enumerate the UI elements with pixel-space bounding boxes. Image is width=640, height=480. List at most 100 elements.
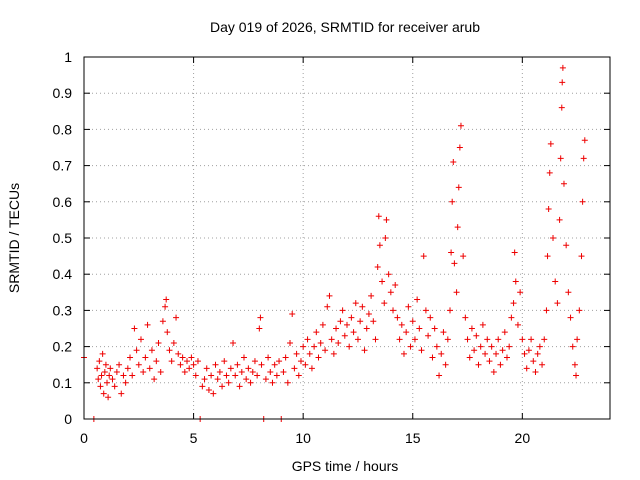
data-point xyxy=(580,155,587,162)
data-point xyxy=(486,358,493,365)
data-point xyxy=(477,343,484,350)
data-point xyxy=(563,242,570,249)
data-point xyxy=(100,390,107,397)
data-point xyxy=(219,383,226,390)
y-tick-label: 0.3 xyxy=(53,302,73,318)
data-point xyxy=(216,368,223,375)
data-point xyxy=(578,253,585,260)
data-point xyxy=(559,79,566,86)
data-point xyxy=(137,336,144,343)
data-point xyxy=(295,372,302,379)
data-point xyxy=(225,379,232,386)
data-point xyxy=(223,372,230,379)
data-point xyxy=(221,358,228,365)
data-point xyxy=(454,224,461,231)
data-point xyxy=(427,314,434,321)
data-point xyxy=(471,347,478,354)
data-point xyxy=(544,253,551,260)
data-point xyxy=(552,278,559,285)
data-point xyxy=(333,325,340,332)
data-point xyxy=(212,361,219,368)
data-point xyxy=(511,249,518,256)
data-point xyxy=(311,343,318,350)
data-point xyxy=(450,158,457,165)
data-point xyxy=(186,365,193,372)
data-point xyxy=(449,198,456,205)
data-point xyxy=(433,343,440,350)
data-point xyxy=(495,336,502,343)
data-point xyxy=(525,347,532,354)
data-point xyxy=(236,383,243,390)
data-point xyxy=(146,365,153,372)
data-point xyxy=(131,325,138,332)
data-point xyxy=(164,329,171,336)
data-point xyxy=(372,336,379,343)
data-point xyxy=(475,361,482,368)
data-point xyxy=(493,350,500,357)
data-point xyxy=(398,321,405,328)
data-point xyxy=(280,368,287,375)
data-point xyxy=(214,376,221,383)
data-point xyxy=(448,249,455,256)
data-point xyxy=(300,343,307,350)
data-point xyxy=(546,169,553,176)
data-point xyxy=(249,368,256,375)
data-point xyxy=(140,368,147,375)
data-point xyxy=(175,350,182,357)
data-point xyxy=(240,354,247,361)
data-point xyxy=(346,343,353,350)
y-axis-ticks: 0 0.1 0.2 0.3 0.4 0.5 0.6 0.7 0.8 0.9 1 xyxy=(53,49,610,427)
data-point xyxy=(205,387,212,394)
data-point xyxy=(385,271,392,278)
data-point xyxy=(350,329,357,336)
data-point xyxy=(256,325,263,332)
data-point xyxy=(503,354,510,361)
data-point xyxy=(567,314,574,321)
data-point xyxy=(550,235,557,241)
data-point xyxy=(425,332,432,339)
data-point xyxy=(512,278,519,285)
data-point xyxy=(297,358,304,365)
data-point xyxy=(166,347,173,354)
data-point xyxy=(444,336,451,343)
data-point xyxy=(576,307,583,314)
data-point xyxy=(455,184,462,191)
data-point xyxy=(104,379,111,386)
data-point xyxy=(571,361,578,368)
data-point xyxy=(245,365,252,372)
data-point xyxy=(142,354,149,361)
data-point xyxy=(177,361,184,368)
x-tick-label: 5 xyxy=(190,430,198,446)
data-point xyxy=(451,260,458,267)
data-point xyxy=(543,307,550,314)
data-point xyxy=(532,368,539,375)
data-point xyxy=(466,354,473,361)
data-point xyxy=(368,292,375,299)
data-point xyxy=(473,332,480,339)
x-axis-ticks: 0 5 10 15 20 xyxy=(80,57,530,446)
data-point xyxy=(409,318,416,325)
x-tick-label: 10 xyxy=(295,430,311,446)
data-point xyxy=(468,325,475,332)
data-point xyxy=(293,350,300,357)
data-point xyxy=(534,350,541,357)
data-point xyxy=(365,311,372,318)
data-point xyxy=(265,354,272,361)
data-point xyxy=(153,358,160,365)
data-point xyxy=(96,358,103,365)
data-point xyxy=(257,314,264,321)
data-point xyxy=(464,336,471,343)
data-point xyxy=(554,300,561,307)
data-point xyxy=(230,339,237,346)
data-point xyxy=(530,358,537,365)
data-point xyxy=(499,347,506,354)
x-tick-label: 20 xyxy=(515,430,531,446)
data-point xyxy=(304,336,311,343)
data-point xyxy=(557,155,564,162)
data-point xyxy=(337,318,344,325)
data-point xyxy=(190,361,197,368)
data-point xyxy=(94,365,101,372)
data-point xyxy=(127,354,134,361)
data-point xyxy=(328,336,335,343)
data-point xyxy=(411,336,418,343)
